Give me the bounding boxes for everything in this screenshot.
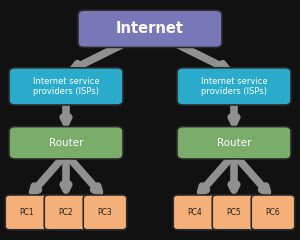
Text: PC4: PC4 bbox=[188, 208, 202, 217]
Text: PC6: PC6 bbox=[266, 208, 280, 217]
Text: Router: Router bbox=[217, 138, 251, 148]
FancyBboxPatch shape bbox=[212, 195, 256, 230]
FancyBboxPatch shape bbox=[83, 195, 127, 230]
Text: PC5: PC5 bbox=[226, 208, 242, 217]
FancyBboxPatch shape bbox=[9, 127, 123, 159]
FancyBboxPatch shape bbox=[9, 68, 123, 105]
FancyBboxPatch shape bbox=[177, 68, 291, 105]
FancyBboxPatch shape bbox=[44, 195, 88, 230]
Text: Internet service
providers (ISPs): Internet service providers (ISPs) bbox=[201, 77, 267, 96]
Text: PC2: PC2 bbox=[59, 208, 73, 217]
Text: Internet: Internet bbox=[116, 21, 184, 36]
Text: Internet service
providers (ISPs): Internet service providers (ISPs) bbox=[33, 77, 99, 96]
FancyBboxPatch shape bbox=[78, 10, 222, 48]
Text: PC3: PC3 bbox=[98, 208, 112, 217]
FancyBboxPatch shape bbox=[173, 195, 217, 230]
Text: PC1: PC1 bbox=[20, 208, 34, 217]
Text: Router: Router bbox=[49, 138, 83, 148]
FancyBboxPatch shape bbox=[5, 195, 49, 230]
FancyBboxPatch shape bbox=[251, 195, 295, 230]
FancyBboxPatch shape bbox=[177, 127, 291, 159]
